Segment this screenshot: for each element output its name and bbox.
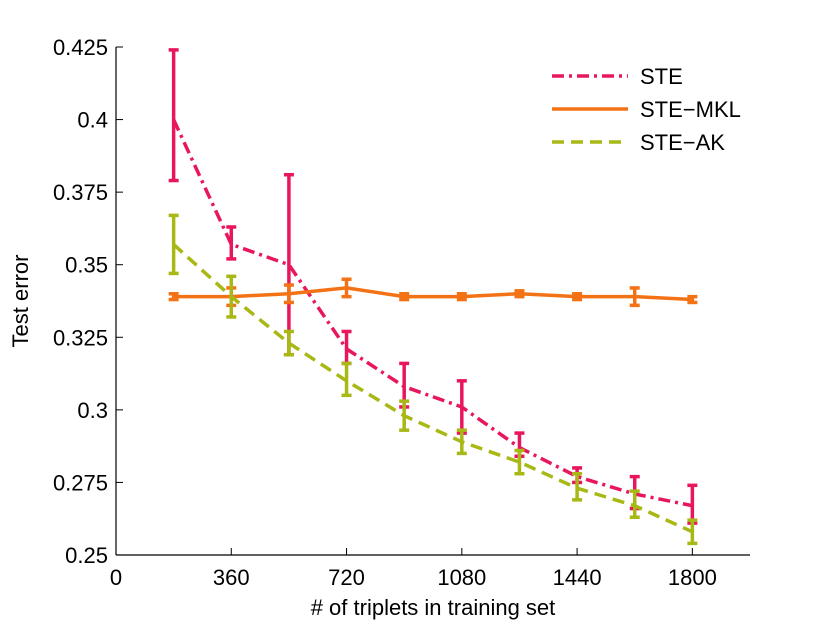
legend-label: STE−AK: [640, 130, 725, 155]
x-tick-label: 360: [213, 565, 250, 590]
data-point: [460, 295, 464, 299]
data-point: [517, 292, 521, 296]
data-point: [287, 292, 291, 296]
series-line: [173, 286, 693, 302]
y-tick-label: 0.3: [77, 398, 108, 423]
data-point: [460, 405, 464, 409]
data-point: [517, 446, 521, 450]
x-tick-label: 720: [328, 565, 365, 590]
series-layer: [168, 48, 698, 546]
data-point: [517, 460, 521, 464]
x-tick-label: 1440: [553, 565, 602, 590]
series-0: [168, 48, 698, 525]
y-axis-label: Test error: [8, 255, 33, 348]
y-tick-label: 0.325: [53, 325, 108, 350]
axes: 0 360 720 1080 1440 1800 0.25 0.275 0.3 0.325 0.35…: [53, 35, 750, 590]
data-point: [690, 298, 694, 302]
legend-item: STE−MKL: [552, 97, 741, 122]
legend-label: STE: [640, 64, 683, 89]
legend-item: STE: [552, 64, 683, 89]
series-line: [172, 243, 694, 534]
data-point: [402, 385, 406, 389]
data-point: [690, 530, 694, 534]
legend-item: STE−AK: [552, 130, 725, 155]
data-point: [575, 486, 579, 490]
y-tick-label: 0.425: [53, 35, 108, 60]
x-tick-label: 0: [110, 565, 122, 590]
data-point: [402, 414, 406, 418]
error-bar: [168, 48, 179, 183]
y-tick-label: 0.375: [53, 180, 108, 205]
data-point: [345, 347, 349, 351]
y-tick-label: 0.35: [65, 253, 108, 278]
legend: STE STE−MKL STE−AK: [552, 64, 741, 155]
data-point: [460, 440, 464, 444]
data-point: [345, 286, 349, 290]
data-point: [345, 379, 349, 383]
data-point: [575, 295, 579, 299]
data-point: [402, 295, 406, 299]
data-point: [172, 295, 176, 299]
y-tick-label: 0.4: [77, 108, 108, 133]
x-tick-label: 1080: [437, 565, 486, 590]
data-point: [229, 242, 233, 246]
data-point: [229, 295, 233, 299]
y-tick-label: 0.275: [53, 470, 108, 495]
data-point: [287, 263, 291, 267]
x-axis-label: # of triplets in training set: [311, 595, 556, 620]
x-tick-label: 1800: [668, 565, 717, 590]
data-point: [633, 295, 637, 299]
series-1: [168, 277, 698, 308]
data-point: [690, 504, 694, 508]
legend-label: STE−MKL: [640, 97, 741, 122]
data-point: [172, 242, 176, 246]
series-line: [172, 118, 693, 508]
y-tick-label: 0.25: [65, 543, 108, 568]
data-point: [287, 341, 291, 345]
series-2: [168, 213, 698, 546]
data-point: [172, 118, 176, 122]
data-point: [633, 504, 637, 508]
